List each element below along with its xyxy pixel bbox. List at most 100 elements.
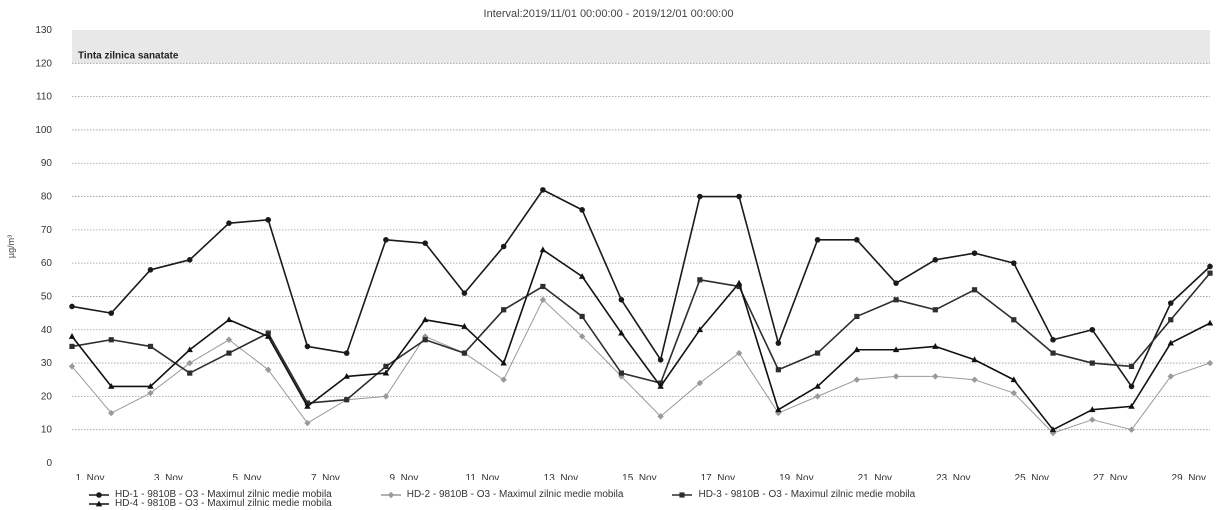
y-tick-label: 20 — [41, 391, 53, 402]
x-tick-label: 3. Nov — [154, 473, 183, 480]
data-point — [108, 310, 115, 316]
data-point — [225, 336, 233, 343]
x-axis-ticks: 1. Nov 3. Nov 5. Nov 7. Nov 9. Nov 11. Nov 13.… — [76, 473, 1206, 480]
data-point — [226, 350, 232, 356]
data-point — [304, 419, 311, 427]
y-tick-label: 120 — [35, 58, 52, 69]
data-point — [932, 257, 939, 263]
data-point — [343, 373, 350, 379]
data-point — [343, 350, 350, 356]
legend-swatch — [89, 491, 109, 498]
data-point — [1050, 350, 1056, 356]
data-point — [539, 246, 547, 253]
x-tick-label: 29. Nov — [1172, 473, 1206, 480]
data-point — [226, 220, 232, 226]
x-tick-label: 9. Nov — [389, 473, 418, 480]
data-point — [932, 343, 939, 349]
legend-item[interactable]: HD-2 - 9810B - O3 - Maximul zilnic medie… — [380, 489, 624, 500]
series-line — [71, 272, 1211, 404]
data-point — [344, 397, 350, 403]
y-tick-label: 50 — [41, 291, 53, 302]
x-tick-label: 1. Nov — [76, 473, 105, 480]
data-point — [1089, 326, 1096, 333]
data-point — [69, 343, 75, 350]
y-axis-ticks: 0 10 20 30 40 50 60 70 80 90 100 110 120 130 — [35, 25, 52, 469]
data-point — [383, 237, 389, 243]
y-tick-label: 100 — [35, 125, 52, 136]
data-point — [108, 337, 114, 343]
data-point — [1206, 359, 1214, 367]
line-chart: Tinta zilnica sanatate 0 10 20 30 40 50 60 70 80… — [6, 25, 1214, 480]
data-point — [657, 382, 664, 389]
data-point — [422, 337, 428, 343]
data-point — [68, 363, 76, 370]
data-point — [775, 367, 781, 373]
data-point — [95, 500, 103, 506]
data-point — [500, 359, 507, 366]
legend-swatch — [380, 491, 401, 498]
data-point — [1167, 339, 1174, 346]
health-target-band: Tinta zilnica sanatate — [72, 30, 1210, 64]
data-point — [853, 346, 861, 353]
legend-item[interactable]: HD-3 - 9810B - O3 - Maximul zilnic medie… — [671, 490, 915, 500]
data-point — [971, 356, 978, 363]
data-point — [1010, 260, 1017, 266]
data-point — [854, 313, 860, 320]
data-point — [96, 491, 102, 498]
data-point — [387, 491, 394, 498]
data-point — [461, 323, 468, 329]
data-point — [578, 273, 586, 279]
data-point — [814, 393, 821, 400]
data-point — [1207, 263, 1213, 270]
data-point — [893, 280, 899, 286]
data-point — [1167, 300, 1174, 306]
legend-swatch — [672, 491, 693, 498]
data-point — [932, 373, 939, 380]
chart-title: Interval:2019/11/01 00:00:00 - 2019/12/0… — [483, 8, 734, 20]
legend-swatch — [89, 500, 109, 506]
data-point — [265, 333, 272, 339]
data-point — [696, 379, 704, 387]
data-point — [892, 373, 900, 380]
y-tick-label: 110 — [36, 92, 52, 103]
legend-item[interactable]: HD-1 - 9810B - O3 - Maximul zilnic medie… — [88, 490, 332, 500]
data-point — [971, 250, 978, 256]
band-label: Tinta zilnica sanatate — [78, 50, 179, 61]
series-line — [71, 189, 1211, 388]
data-point — [735, 279, 743, 286]
y-tick-label: 0 — [46, 458, 52, 469]
legend-label: HD-2 - 9810B - O3 - Maximul zilnic medie… — [406, 489, 624, 500]
data-point — [1089, 416, 1096, 423]
data-point — [1011, 317, 1017, 323]
data-point — [383, 363, 389, 370]
data-point — [265, 217, 272, 223]
legend-item[interactable]: HD-4 - 9810B - O3 - Maximul zilnic medie… — [88, 498, 332, 509]
data-point — [1206, 319, 1214, 326]
y-tick-label: 30 — [41, 358, 53, 369]
y-axis-label: µg/m³ — [6, 235, 16, 258]
series-layer — [68, 187, 1214, 437]
data-point — [147, 382, 154, 389]
data-point — [775, 406, 782, 413]
data-point — [971, 376, 978, 383]
y-tick-label: 10 — [41, 425, 53, 436]
data-point — [147, 343, 154, 350]
data-point — [422, 240, 428, 246]
x-tick-label: 19. Nov — [779, 473, 813, 480]
data-point — [679, 491, 686, 498]
legend-label: HD-4 - 9810B - O3 - Maximul zilnic medie… — [115, 498, 332, 509]
data-point — [68, 333, 76, 339]
x-tick-label: 13. Nov — [544, 473, 578, 480]
data-point — [382, 369, 390, 376]
data-point — [1050, 336, 1056, 343]
series-4 — [68, 246, 1214, 433]
data-point — [657, 413, 664, 420]
x-tick-label: 25. Nov — [1015, 473, 1049, 480]
grid-lines — [72, 62, 1210, 431]
data-point — [304, 402, 311, 409]
data-point — [736, 283, 742, 290]
data-point — [108, 382, 115, 389]
data-point — [1168, 317, 1174, 323]
series-2 — [68, 296, 1214, 437]
data-point — [579, 313, 585, 320]
